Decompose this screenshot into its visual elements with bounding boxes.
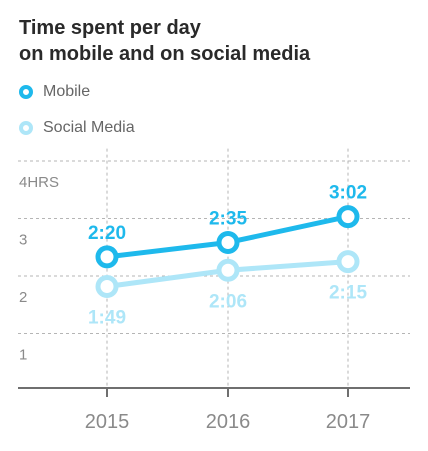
legend-item-social-media: Social Media <box>19 116 135 140</box>
chart-title-line-1: Time spent per day <box>19 17 201 39</box>
chart-title-line-2: on mobile and on social media <box>19 43 311 65</box>
data-label-social: 1:49 <box>88 308 126 329</box>
data-label-mobile: 2:20 <box>88 223 126 244</box>
data-point-social <box>336 250 360 274</box>
chart-legend: Mobile Social Media <box>19 80 135 152</box>
data-point-mobile <box>95 245 119 269</box>
y-tick-label: 4HRS <box>19 174 59 191</box>
y-tick-label: 3 <box>19 232 27 249</box>
x-tick-label: 2016 <box>206 411 251 433</box>
data-label-social: 2:15 <box>329 283 367 304</box>
data-point-mobile <box>216 230 240 254</box>
data-point-social <box>95 275 119 299</box>
legend-swatch-mobile-icon <box>19 85 33 99</box>
x-tick-label: 2015 <box>85 411 130 433</box>
data-label-mobile: 3:02 <box>329 183 367 204</box>
legend-swatch-social-media-icon <box>19 121 33 135</box>
y-tick-label: 1 <box>19 347 27 364</box>
data-label-social: 2:06 <box>209 291 247 312</box>
data-point-mobile <box>336 205 360 229</box>
data-point-social <box>216 258 240 282</box>
data-label-mobile: 2:35 <box>209 208 247 229</box>
y-tick-label: 2 <box>19 289 27 306</box>
chart-title: Time spent per day on mobile and on soci… <box>19 15 419 67</box>
legend-label-social-media: Social Media <box>43 119 135 136</box>
x-tick-label: 2017 <box>326 411 371 433</box>
legend-item-mobile: Mobile <box>19 80 135 104</box>
legend-label-mobile: Mobile <box>43 83 91 100</box>
